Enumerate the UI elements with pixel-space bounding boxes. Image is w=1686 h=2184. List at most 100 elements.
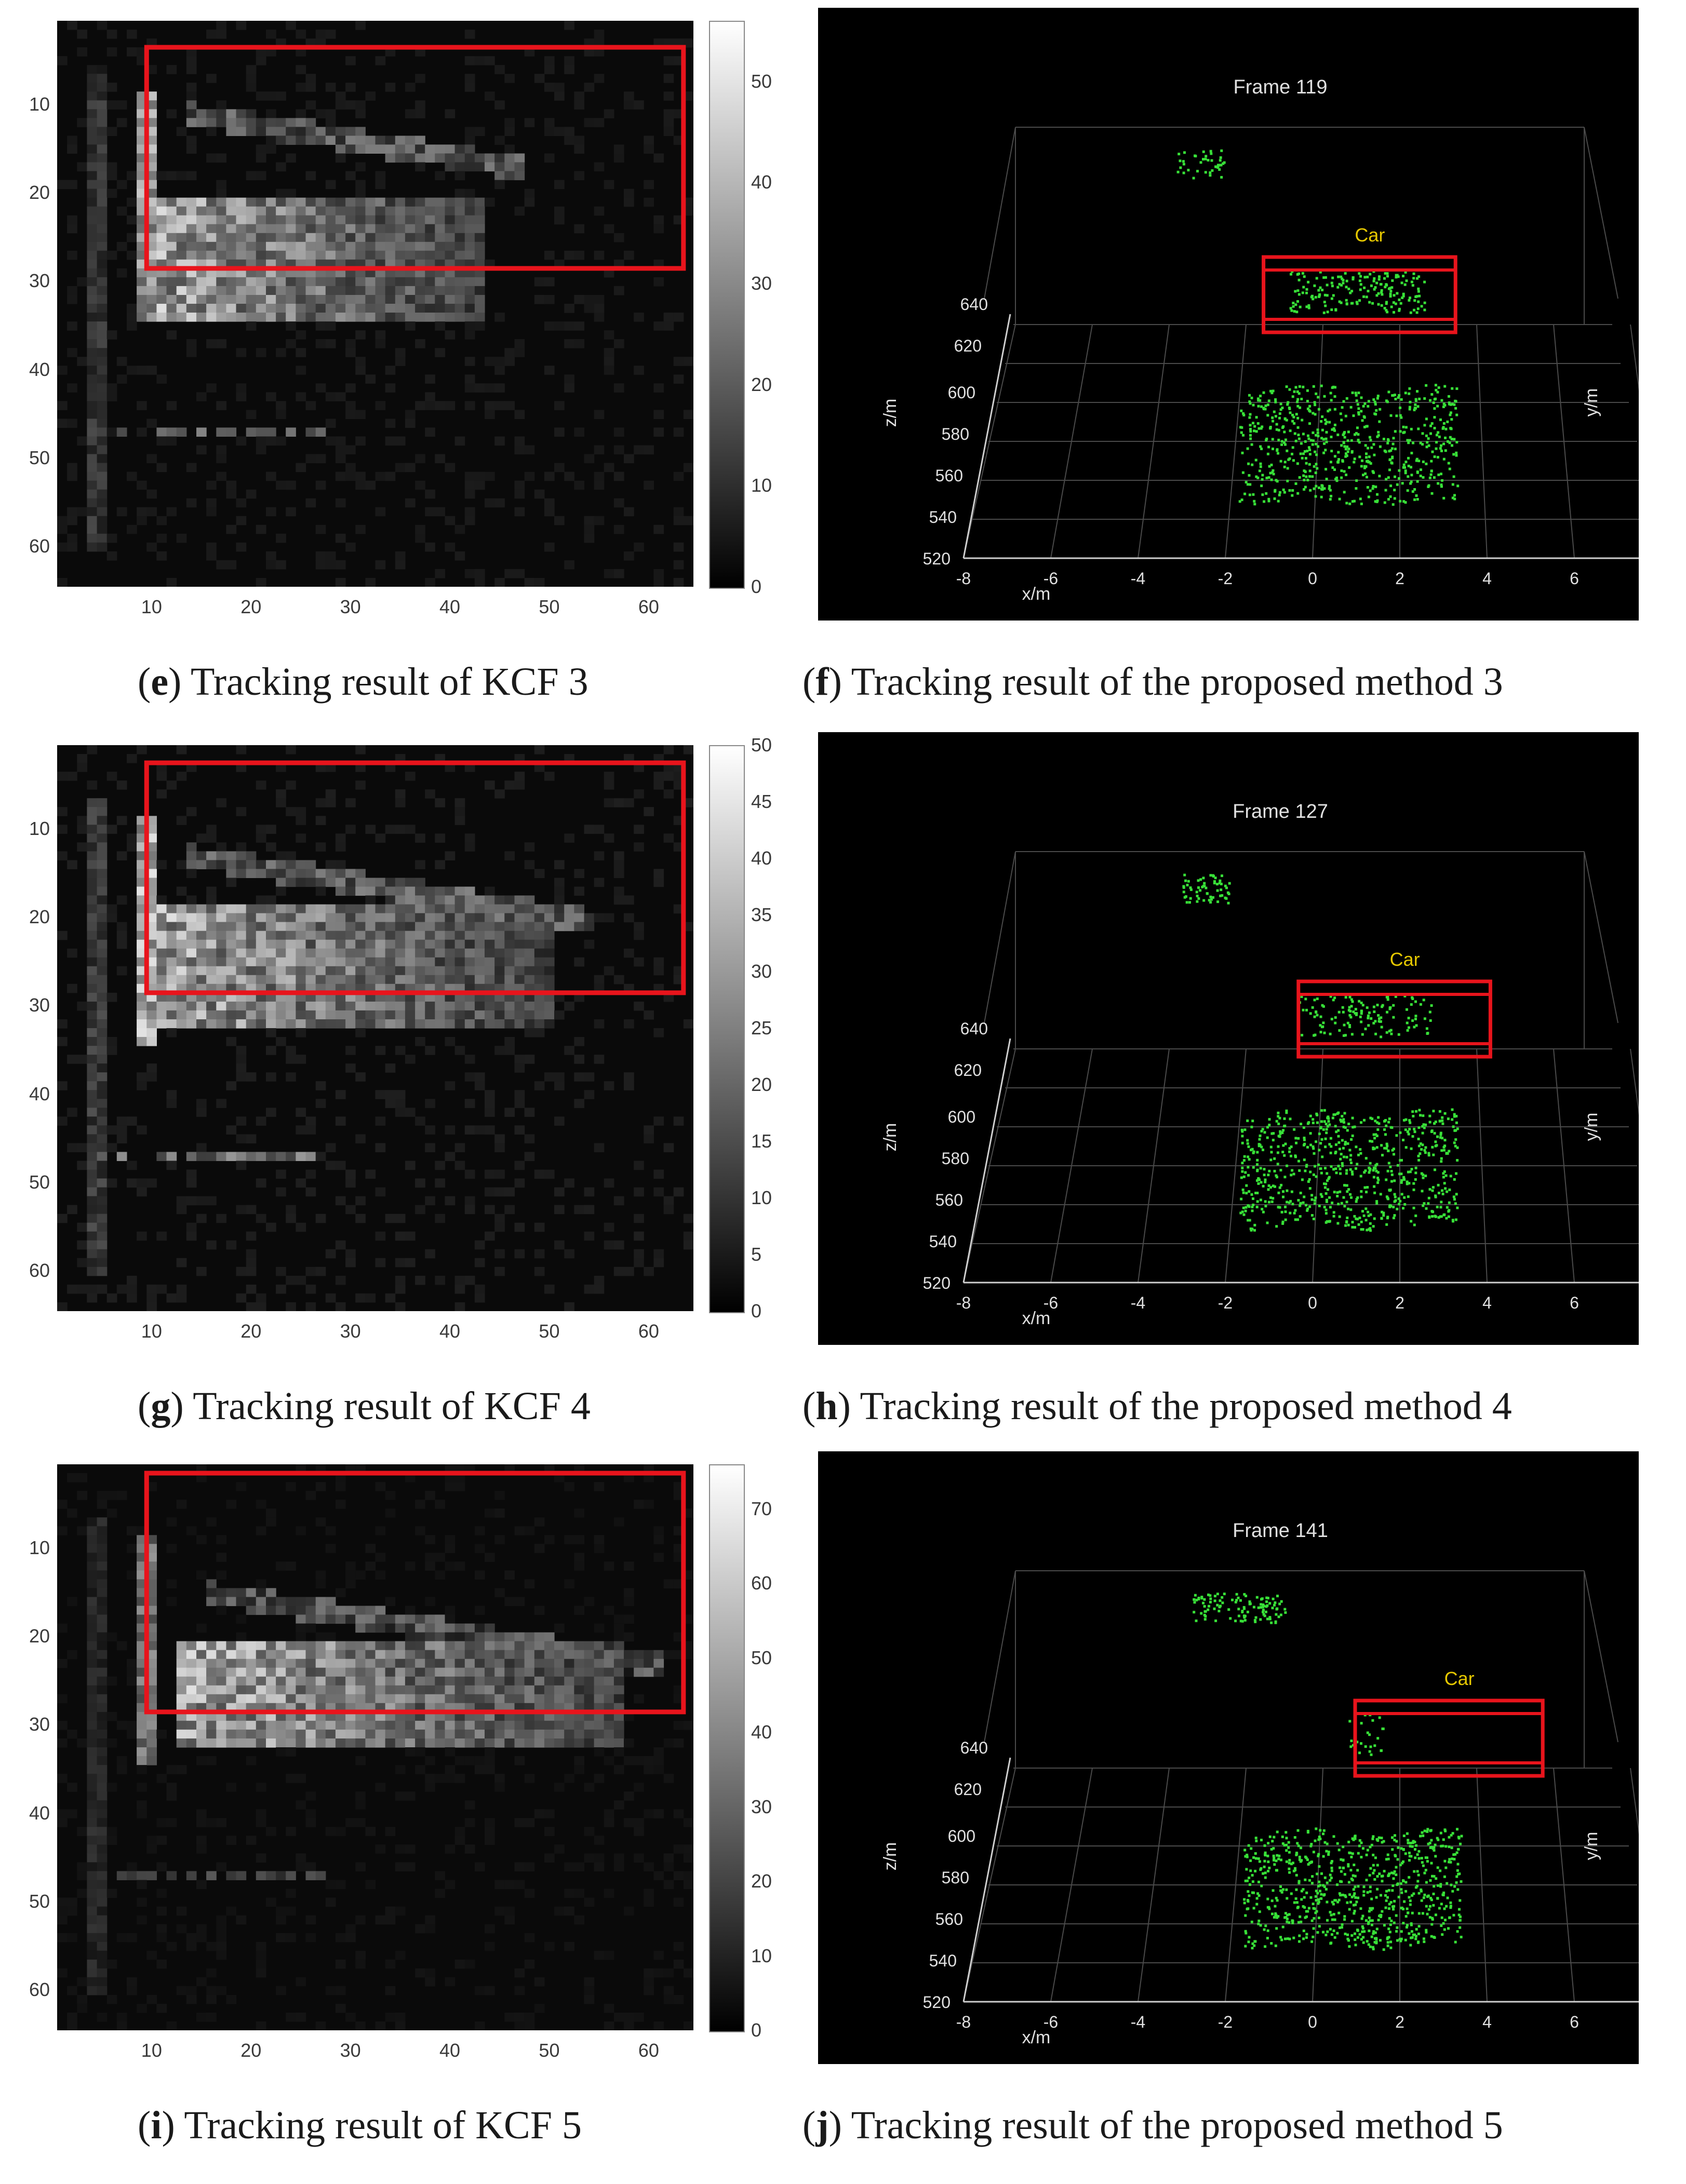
heatmap-cell — [395, 878, 406, 887]
heatmap-cell — [494, 1641, 505, 1651]
heatmap-cell — [355, 250, 366, 260]
point-marker — [1362, 405, 1365, 408]
heatmap-cell — [554, 206, 565, 216]
heatmap-cell — [464, 83, 475, 92]
heatmap-cell — [216, 1553, 226, 1562]
point-marker — [1422, 460, 1425, 463]
heatmap-cell — [604, 772, 614, 781]
point-marker — [1291, 452, 1293, 455]
heatmap-svg — [57, 745, 693, 1311]
heatmap-cell — [77, 1526, 87, 1535]
heatmap-cell — [106, 1046, 117, 1055]
heatmap-cell — [315, 339, 326, 348]
point-marker — [1399, 1159, 1402, 1162]
point-marker — [1436, 1135, 1439, 1138]
heatmap-cell — [325, 1650, 336, 1660]
heatmap-cell — [97, 1090, 108, 1099]
heatmap-cell — [435, 348, 445, 357]
point-marker — [1214, 877, 1217, 880]
heatmap-cell — [514, 339, 525, 348]
point-marker — [1305, 1204, 1308, 1207]
point-marker — [1348, 1149, 1352, 1152]
point-marker — [1372, 1225, 1375, 1228]
heatmap-cell — [87, 1037, 98, 1046]
point-marker — [1375, 1121, 1379, 1124]
point-marker — [1218, 168, 1221, 171]
point-marker — [1294, 303, 1297, 306]
heatmap-cell — [554, 860, 565, 869]
heatmap-cell — [425, 1196, 435, 1206]
heatmap-cell — [77, 1001, 87, 1011]
point-marker — [1340, 1120, 1343, 1123]
heatmap-cell — [594, 250, 605, 260]
point-marker — [1369, 489, 1372, 492]
heatmap-cell — [77, 1222, 87, 1232]
heatmap-cell — [445, 463, 456, 473]
heatmap-cell — [405, 144, 416, 154]
heatmap-cell — [435, 975, 445, 985]
heatmap-cell — [435, 286, 445, 295]
point-marker — [1242, 1159, 1246, 1162]
heatmap-cell — [236, 922, 247, 932]
heatmap-cell — [673, 374, 684, 384]
point-marker — [1455, 413, 1458, 416]
heatmap-cell — [345, 798, 356, 807]
point-marker — [1329, 995, 1332, 998]
point-marker — [1390, 447, 1394, 450]
heatmap-cell — [425, 224, 435, 234]
heatmap-cell — [485, 498, 495, 508]
heatmap-cell — [315, 383, 326, 393]
point-marker — [1408, 1026, 1410, 1029]
point-marker — [1371, 470, 1374, 473]
heatmap-cell — [425, 427, 435, 437]
heatmap-cell — [375, 224, 386, 234]
heatmap-cell — [504, 153, 515, 163]
point-marker — [1324, 276, 1327, 279]
heatmap-cell — [464, 295, 475, 304]
point-marker — [1272, 1139, 1275, 1142]
point-marker — [1447, 1210, 1450, 1213]
heatmap-cell — [156, 277, 167, 287]
point-marker — [1428, 1121, 1431, 1124]
heatmap-cell — [286, 939, 296, 949]
heatmap-cell — [594, 878, 605, 887]
heatmap-cell — [246, 83, 257, 92]
heatmap-cell — [196, 1196, 207, 1206]
point-marker — [1240, 1197, 1243, 1201]
heatmap-cell — [405, 304, 416, 313]
point-marker — [1249, 430, 1252, 433]
heatmap-cell — [186, 1152, 197, 1161]
heatmap-cell — [97, 1169, 108, 1179]
heatmap-cell — [504, 1187, 515, 1197]
scatter3d-plot: Frame 119Car-8-6-4-202468x/m520540560580… — [818, 8, 1639, 621]
point-marker — [1375, 1135, 1379, 1137]
point-marker — [1444, 427, 1448, 430]
point-marker — [1377, 1116, 1380, 1119]
heatmap-cell — [514, 1650, 525, 1660]
heatmap-cell — [365, 304, 376, 313]
heatmap-cell — [634, 445, 644, 455]
heatmap-cell — [97, 74, 108, 83]
point-marker — [1372, 443, 1375, 446]
point-marker — [1389, 1126, 1393, 1129]
heatmap-cell — [425, 1249, 435, 1259]
point-marker — [1337, 458, 1340, 461]
point-marker — [1425, 446, 1428, 449]
heatmap-cell — [554, 516, 565, 525]
heatmap-cell — [415, 206, 425, 216]
heatmap-cell — [663, 1196, 674, 1206]
heatmap-cell — [97, 295, 108, 304]
point-marker — [1344, 414, 1347, 417]
heatmap-cell — [246, 1072, 257, 1082]
heatmap-cell — [256, 869, 266, 878]
heatmap-cell — [504, 939, 515, 949]
heatmap-cell — [106, 100, 117, 110]
heatmap-cell — [544, 65, 555, 74]
heatmap-cell — [246, 321, 257, 331]
point-marker — [1347, 430, 1350, 434]
heatmap-cell — [683, 745, 693, 754]
point-marker — [1224, 896, 1227, 899]
point-marker — [1413, 407, 1416, 410]
point-marker — [1281, 1151, 1284, 1154]
heatmap-cell — [186, 339, 197, 348]
